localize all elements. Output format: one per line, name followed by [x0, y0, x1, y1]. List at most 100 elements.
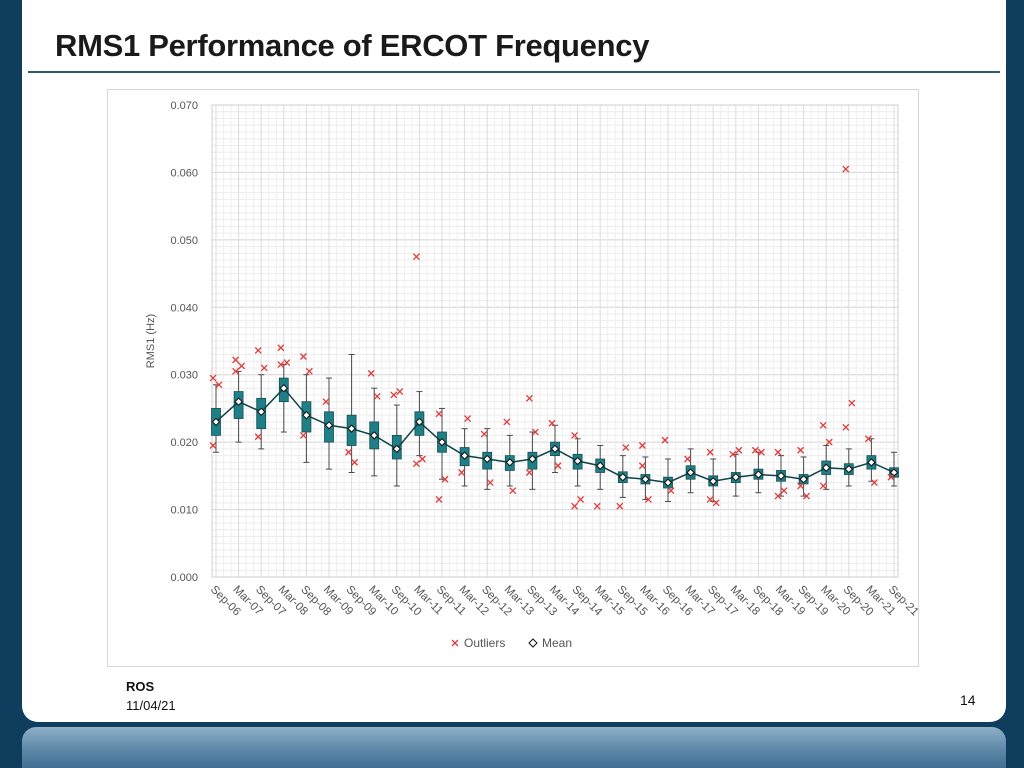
outlier-marker — [232, 356, 240, 364]
outlier-marker — [215, 381, 223, 389]
mean-marker — [618, 472, 628, 482]
legend-label: Outliers — [464, 636, 505, 650]
outlier-marker — [396, 388, 404, 396]
mean-marker — [482, 454, 492, 464]
outlier-marker — [571, 502, 579, 510]
mean-marker — [731, 472, 741, 482]
outlier-marker — [825, 438, 833, 446]
mean-marker — [256, 407, 266, 417]
mean-marker — [550, 444, 560, 454]
outlier-marker — [441, 475, 449, 483]
outlier-marker — [684, 455, 692, 463]
outlier-marker — [299, 431, 307, 439]
outlier-marker — [525, 469, 533, 476]
outlier-marker — [345, 448, 353, 456]
outlier-marker — [254, 346, 262, 354]
outlier-marker — [887, 473, 895, 481]
outlier-marker — [571, 431, 579, 439]
legend-mean-icon — [528, 638, 538, 648]
outlier-marker — [842, 423, 850, 431]
mean-marker — [505, 458, 515, 467]
outlier-marker — [390, 391, 398, 399]
outlier-marker — [819, 482, 827, 490]
outlier-marker — [780, 487, 788, 495]
outlier-marker — [616, 502, 624, 510]
mean-marker — [347, 424, 356, 433]
outlier-marker — [706, 495, 714, 503]
y-tick-label: 0.060 — [170, 167, 198, 179]
outlier-marker — [819, 421, 827, 429]
outlier-marker — [322, 398, 330, 406]
outlier-marker — [435, 410, 443, 418]
outlier-marker — [864, 435, 872, 443]
title-divider — [28, 71, 1000, 73]
outlier-marker — [458, 469, 466, 476]
outlier-marker — [209, 442, 217, 449]
mean-marker — [279, 383, 289, 393]
outlier-marker — [283, 359, 291, 367]
mean-marker — [302, 410, 311, 420]
outlier-marker — [638, 462, 646, 470]
mean-marker — [708, 477, 718, 486]
outlier-marker — [367, 369, 375, 377]
footer-date: 11/04/21 — [126, 698, 176, 713]
outlier-marker — [418, 455, 426, 463]
slide-number: 14 — [960, 692, 976, 708]
mean-marker — [844, 464, 854, 474]
mean-marker — [799, 475, 808, 484]
outlier-marker — [797, 446, 805, 454]
mean-marker — [324, 421, 334, 430]
y-tick-label: 0.010 — [170, 505, 198, 517]
mean-marker — [641, 475, 650, 484]
outlier-marker — [232, 367, 240, 375]
outlier-marker — [412, 253, 420, 261]
outlier-marker — [554, 462, 562, 470]
y-tick-label: 0.020 — [170, 437, 198, 449]
outlier-marker — [735, 446, 743, 454]
outlier-marker — [209, 374, 217, 382]
outlier-marker — [373, 392, 381, 400]
outlier-marker — [260, 364, 268, 372]
footer-organization: ROS — [126, 679, 155, 694]
outlier-marker — [548, 419, 556, 427]
mean-marker — [437, 437, 447, 447]
outlier-marker — [774, 448, 782, 456]
mean-marker — [663, 478, 673, 487]
outlier-marker — [525, 394, 533, 402]
mean-marker — [776, 471, 786, 481]
outlier-marker — [464, 415, 472, 423]
outlier-marker — [531, 428, 539, 436]
outlier-marker — [277, 361, 285, 369]
outlier-marker — [842, 165, 850, 173]
plot-area-border — [211, 104, 899, 578]
mean-marker — [867, 458, 876, 467]
mean-marker — [415, 417, 424, 427]
outlier-marker — [751, 446, 759, 454]
bottom-decorative-bar — [22, 727, 1006, 768]
outlier-marker — [238, 362, 246, 370]
mean-marker — [234, 397, 243, 406]
outlier-marker — [644, 495, 652, 503]
outlier-marker — [848, 399, 856, 407]
outlier-marker — [435, 495, 443, 503]
outlier-marker — [638, 442, 646, 449]
outlier-marker — [870, 479, 878, 487]
outlier-marker — [509, 487, 517, 495]
outlier-marker — [305, 367, 313, 375]
mean-marker — [528, 454, 537, 464]
mean-marker — [595, 461, 605, 470]
y-tick-label: 0.040 — [170, 302, 198, 314]
outlier-marker — [277, 344, 285, 352]
outlier-marker — [712, 499, 720, 507]
outlier-marker — [351, 458, 359, 466]
outlier-marker — [797, 482, 805, 490]
mean-marker — [369, 431, 379, 440]
mean-marker — [460, 451, 469, 460]
y-tick-label: 0.000 — [170, 572, 198, 584]
legend: Outliers Mean — [451, 636, 572, 650]
legend-label: Mean — [542, 636, 572, 650]
outlier-marker — [729, 450, 737, 458]
slide-title: RMS1 Performance of ERCOT Frequency — [55, 28, 650, 63]
y-axis-label: RMS1 (Hz) — [145, 314, 157, 368]
outlier-marker — [667, 487, 675, 495]
